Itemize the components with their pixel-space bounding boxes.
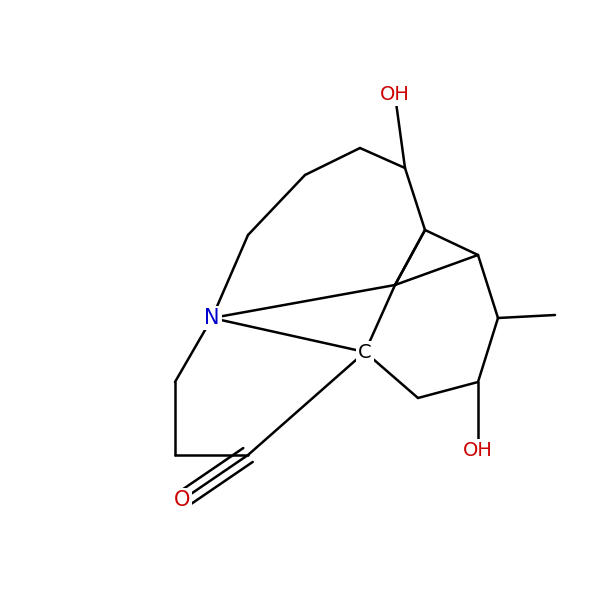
Text: N: N [204,308,220,328]
Text: O: O [174,490,190,510]
Text: OH: OH [463,440,493,460]
Text: C: C [358,343,372,361]
Text: OH: OH [380,85,410,104]
